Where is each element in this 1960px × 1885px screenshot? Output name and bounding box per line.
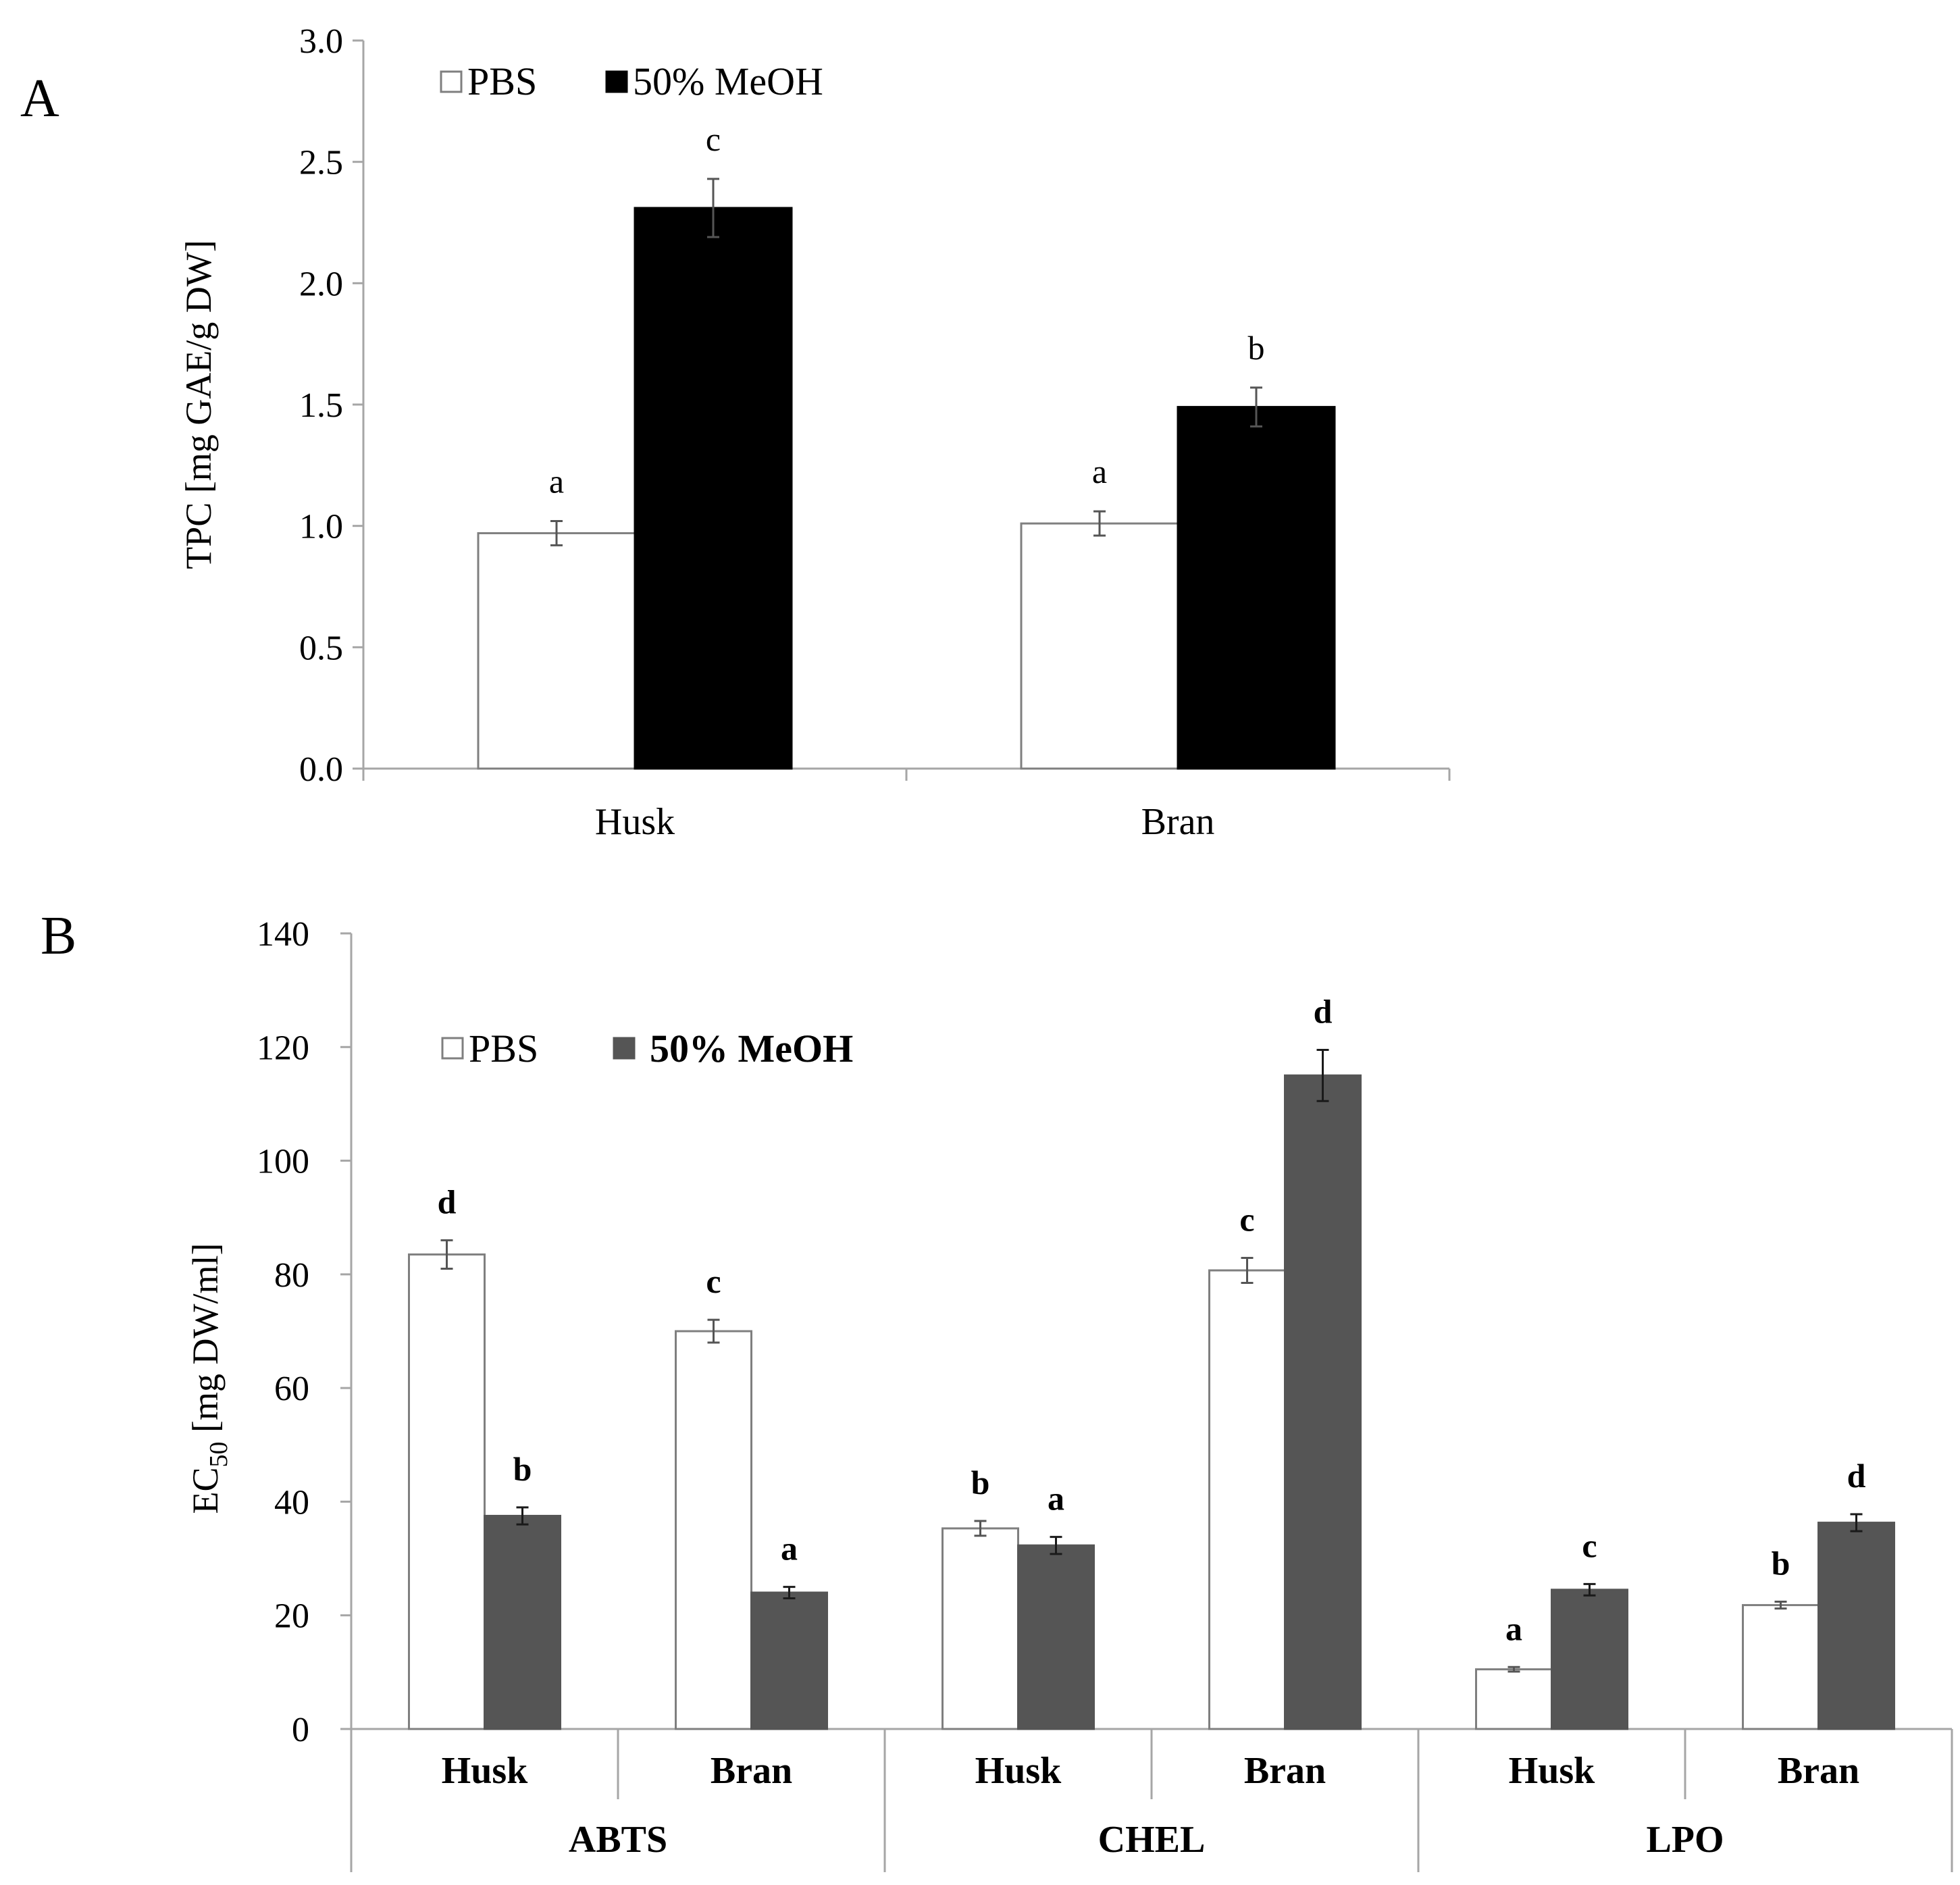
category-label-bran: Bran bbox=[1778, 1750, 1859, 1792]
significance-label: a bbox=[1505, 1609, 1522, 1647]
bar-pbs-bran bbox=[1020, 522, 1179, 770]
legend-label-pbs: PBS bbox=[469, 1027, 538, 1070]
y-axis-title-sub: 50 bbox=[205, 1441, 233, 1467]
category-label-bran: Bran bbox=[1244, 1750, 1326, 1792]
bar-pbs-husk bbox=[408, 1253, 486, 1730]
significance-label: a bbox=[1048, 1480, 1064, 1518]
category-label-bran: Bran bbox=[711, 1750, 792, 1792]
panel-a-chart: A 0.0 0.5 1.0 1.5 2.0 2.5 3.0 TPC [mg GAE/g DW] H… bbox=[20, 22, 1451, 843]
significance-label: b bbox=[1772, 1545, 1790, 1582]
y-tick-label: 0 bbox=[292, 1711, 309, 1749]
legend-a: PBS 50% MeOH bbox=[440, 59, 823, 103]
y-tick-label: 80 bbox=[274, 1256, 309, 1295]
significance-label: c bbox=[706, 120, 721, 158]
significance-label: a bbox=[1092, 453, 1107, 490]
significance-label: b bbox=[971, 1464, 990, 1501]
group-label-lpo: LPO bbox=[1646, 1819, 1724, 1861]
y-tick-label: 20 bbox=[274, 1597, 309, 1636]
bar-pbs-husk bbox=[942, 1527, 1019, 1730]
significance-label: a bbox=[781, 1530, 798, 1568]
legend-label-meoh: 50% MeOH bbox=[633, 59, 823, 103]
y-tick-label: 2.5 bbox=[299, 144, 343, 182]
category-label-bran: Bran bbox=[1141, 801, 1215, 843]
legend-swatch-meoh bbox=[605, 70, 628, 93]
y-tick-label: 1.0 bbox=[299, 508, 343, 546]
legend-label-meoh: 50% MeOH bbox=[650, 1027, 853, 1070]
bar-meoh-husk bbox=[634, 207, 793, 770]
panel-letter-b: B bbox=[41, 906, 76, 966]
bar-pbs-bran bbox=[675, 1330, 752, 1730]
bar-meoh-bran bbox=[1177, 406, 1336, 770]
legend-b: PBS 50% MeOH bbox=[441, 1027, 853, 1070]
group-label-chel: CHEL bbox=[1098, 1819, 1206, 1861]
significance-label: b bbox=[1248, 329, 1265, 367]
significance-label: d bbox=[1847, 1457, 1866, 1495]
bar-pbs-bran bbox=[1208, 1269, 1286, 1730]
panel-b-chart: B 0 20 40 60 80 100 120 140 EC50 [mg DW/ml] ABTS CH… bbox=[41, 906, 1953, 1872]
y-axis-title: EC50 [mg DW/ml] bbox=[185, 1243, 233, 1514]
bar-meoh-bran bbox=[1817, 1522, 1895, 1730]
y-axis-title-rest: [mg DW/ml] bbox=[185, 1243, 226, 1442]
significance-label: d bbox=[438, 1183, 457, 1220]
category-label-husk: Husk bbox=[1509, 1750, 1595, 1792]
bar-meoh-bran bbox=[750, 1591, 828, 1730]
significance-label: d bbox=[1314, 992, 1333, 1030]
group-label-abts: ABTS bbox=[569, 1819, 667, 1861]
bar-meoh-husk bbox=[1551, 1589, 1628, 1730]
y-tick-label: 100 bbox=[257, 1143, 309, 1181]
significance-label: c bbox=[706, 1262, 721, 1300]
significance-label: a bbox=[549, 462, 564, 500]
bar-meoh-husk bbox=[484, 1514, 561, 1730]
y-tick-label: 120 bbox=[257, 1029, 309, 1067]
legend-swatch-meoh bbox=[613, 1037, 636, 1060]
bar-meoh-bran bbox=[1284, 1074, 1362, 1730]
category-label-husk: Husk bbox=[595, 801, 675, 843]
y-tick-label: 140 bbox=[257, 915, 309, 954]
y-axis-title-main: EC bbox=[185, 1467, 226, 1514]
category-label-husk: Husk bbox=[975, 1750, 1062, 1792]
bar-meoh-husk bbox=[1017, 1544, 1095, 1730]
category-label-husk: Husk bbox=[442, 1750, 528, 1792]
y-axis-title: TPC [mg GAE/g DW] bbox=[178, 240, 219, 569]
y-tick-label: 2.0 bbox=[299, 265, 343, 303]
legend-swatch-pbs bbox=[441, 1037, 464, 1060]
y-tick-label: 0.0 bbox=[299, 750, 343, 789]
y-tick-label: 60 bbox=[274, 1370, 309, 1408]
bar-pbs-husk bbox=[477, 532, 636, 770]
y-tick-label: 1.5 bbox=[299, 386, 343, 425]
significance-label: c bbox=[1582, 1526, 1597, 1564]
legend-label-pbs: PBS bbox=[467, 59, 537, 103]
y-tick-label: 3.0 bbox=[299, 22, 343, 61]
bar-pbs-bran bbox=[1742, 1604, 1820, 1730]
y-tick-label: 40 bbox=[274, 1483, 309, 1522]
bar-pbs-husk bbox=[1475, 1668, 1553, 1730]
panel-letter-a: A bbox=[20, 69, 59, 128]
significance-label: b bbox=[513, 1450, 532, 1488]
significance-label: c bbox=[1239, 1200, 1254, 1238]
legend-swatch-pbs bbox=[440, 70, 463, 93]
y-tick-label: 0.5 bbox=[299, 629, 343, 667]
